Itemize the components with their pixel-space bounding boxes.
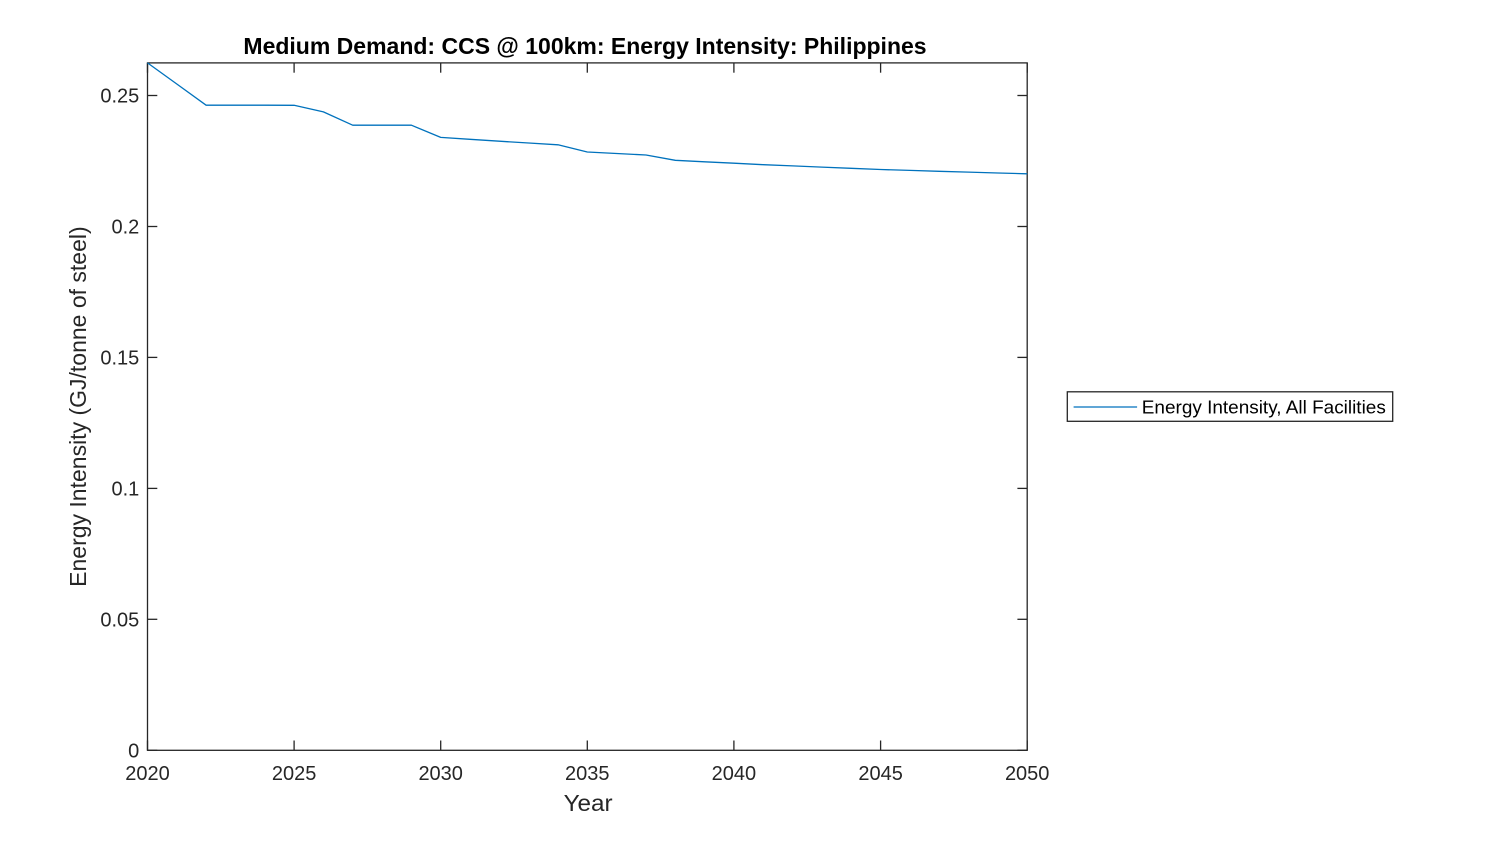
svg-text:2035: 2035 [565,763,610,785]
svg-text:2020: 2020 [125,763,170,785]
svg-text:0.25: 0.25 [100,86,139,108]
svg-text:2045: 2045 [858,763,903,785]
svg-text:Year: Year [564,790,613,816]
svg-text:0.1: 0.1 [111,479,139,501]
svg-text:0.05: 0.05 [100,610,139,632]
svg-text:0: 0 [128,741,139,763]
svg-text:Energy Intensity, All Faciliti: Energy Intensity, All Facilities [1142,397,1386,417]
svg-text:2025: 2025 [272,763,317,785]
svg-text:Medium Demand: CCS @ 100km: En: Medium Demand: CCS @ 100km: Energy Inten… [243,33,926,59]
svg-text:0.2: 0.2 [111,217,139,239]
svg-text:2050: 2050 [1005,763,1050,785]
svg-text:0.15: 0.15 [100,348,139,370]
svg-text:2040: 2040 [712,763,757,785]
svg-text:2030: 2030 [418,763,463,785]
svg-text:Energy Intensity (GJ/tonne of: Energy Intensity (GJ/tonne of steel) [65,226,91,587]
